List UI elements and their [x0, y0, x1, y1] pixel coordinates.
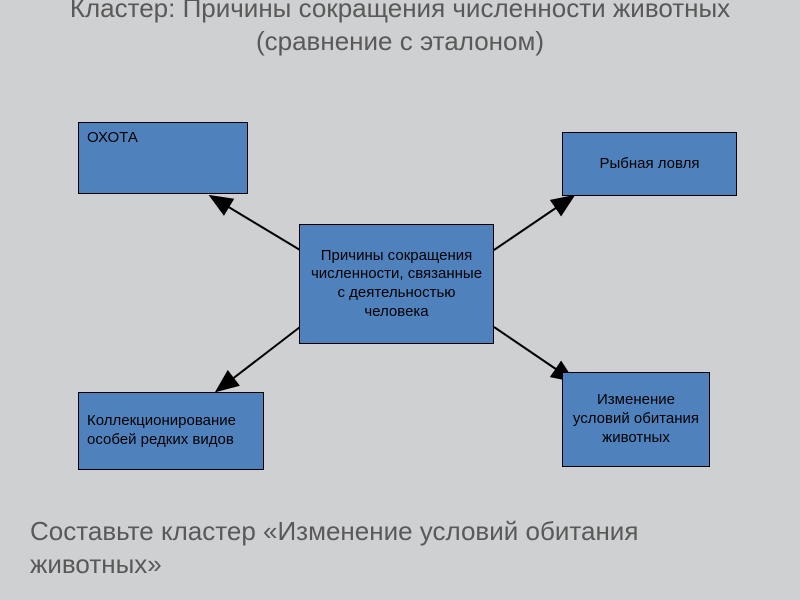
edge-habitat [494, 327, 572, 380]
node-collecting: Коллекционирование особей редких видов [78, 392, 264, 470]
node-center: Причины сокращения численности, связанны… [299, 224, 494, 344]
node-habitat-label: Изменение условий обитания животных [571, 391, 701, 447]
node-fishing: Рыбная ловля [562, 132, 737, 196]
node-hunting: ОХОТА [78, 122, 248, 194]
edge-collecting [218, 327, 300, 390]
edge-fishing [494, 197, 572, 250]
edge-hunting [212, 197, 300, 250]
node-habitat: Изменение условий обитания животных [562, 372, 710, 467]
node-hunting-label: ОХОТА [87, 129, 138, 148]
node-collecting-label: Коллекционирование особей редких видов [87, 412, 255, 450]
footer-text: Составьте кластер «Изменение условий оби… [30, 515, 770, 580]
node-center-label: Причины сокращения численности, связанны… [308, 247, 485, 322]
slide-title: Кластер: Причины сокращения численности … [0, 0, 800, 57]
node-fishing-label: Рыбная ловля [599, 155, 699, 174]
